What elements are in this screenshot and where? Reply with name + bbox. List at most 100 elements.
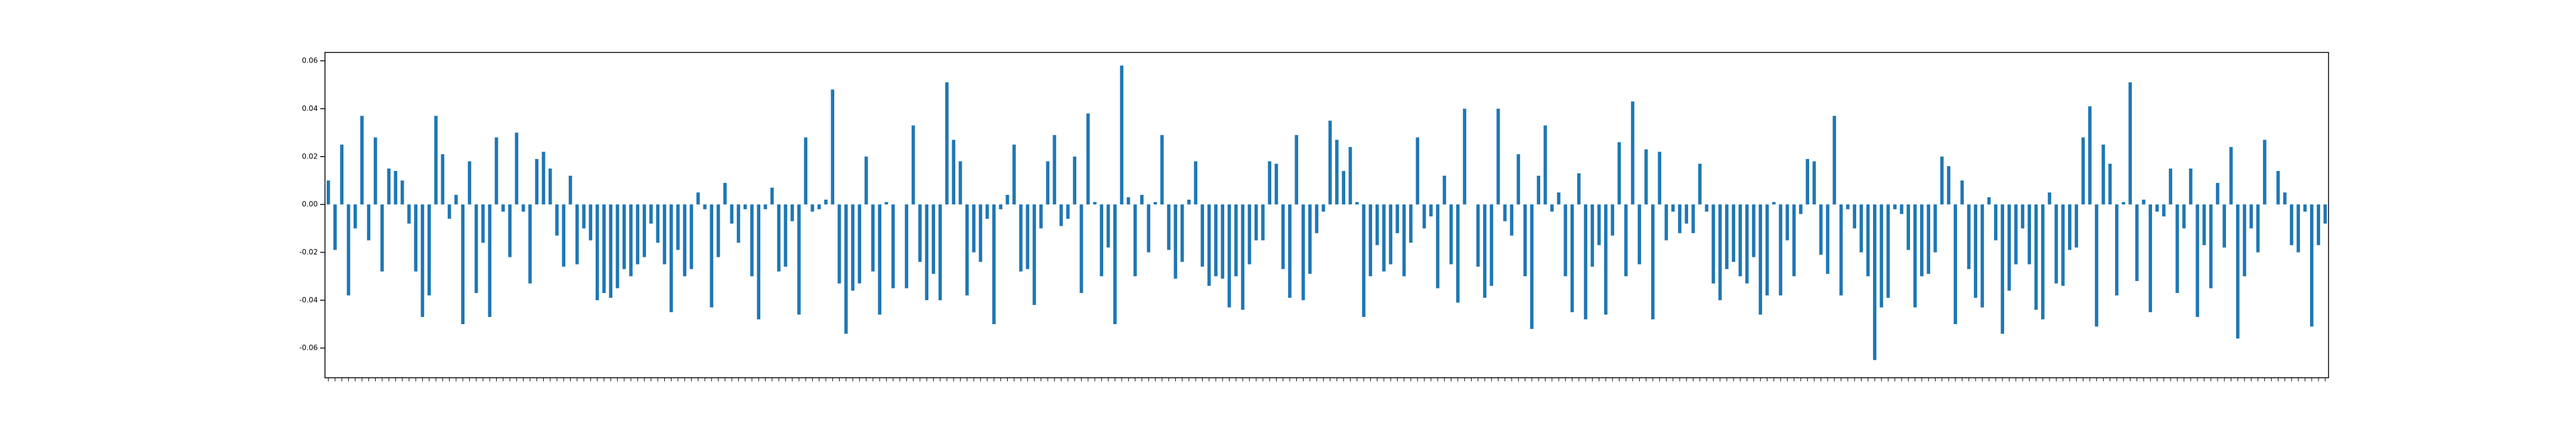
bar (2081, 137, 2085, 205)
bar (703, 204, 707, 210)
bar (528, 204, 532, 284)
bar (1980, 204, 1984, 307)
bar (757, 204, 761, 319)
bar (1933, 204, 1937, 253)
bar (1120, 66, 1123, 205)
bar (326, 180, 330, 205)
bar (1570, 204, 1574, 312)
bar (716, 204, 720, 257)
bar (1490, 204, 1494, 286)
bar (925, 204, 928, 300)
bar (1604, 204, 1608, 315)
bar (999, 204, 1002, 210)
bar (810, 204, 815, 212)
bar (1927, 204, 1930, 274)
bar (1140, 195, 1144, 205)
bar (2209, 204, 2213, 288)
bar (1214, 204, 1218, 276)
bar (2021, 204, 2024, 229)
bar (1685, 204, 1689, 224)
bar (770, 187, 774, 205)
bar (1792, 204, 1796, 276)
bar (481, 204, 485, 243)
bar (1409, 204, 1413, 243)
bar (2027, 204, 2032, 265)
bar (871, 204, 875, 272)
bar (1039, 204, 1043, 229)
bar (804, 137, 807, 205)
bar (642, 204, 646, 257)
bar (2108, 163, 2112, 205)
bar (1160, 135, 1164, 205)
bar (420, 204, 425, 317)
bar (1826, 204, 1829, 274)
bar (1940, 156, 1944, 205)
bar (340, 144, 344, 205)
bar (548, 168, 552, 205)
bar (797, 204, 801, 315)
bar (1967, 204, 1971, 269)
bar (1200, 204, 1205, 267)
bar (1725, 204, 1729, 269)
bar (1974, 204, 1977, 298)
bar (1288, 204, 1292, 298)
bar (736, 204, 741, 243)
bar (662, 204, 667, 265)
bar (1637, 204, 1642, 265)
bar (414, 204, 418, 272)
bar (649, 204, 653, 224)
bar (1476, 204, 1480, 267)
bar (1631, 101, 1634, 205)
bar (595, 204, 599, 300)
bar (1584, 204, 1587, 319)
bar (1510, 204, 1513, 236)
bar (515, 132, 519, 205)
bar (1893, 204, 1897, 210)
bar (1745, 204, 1749, 284)
bar (857, 204, 862, 284)
bar (2075, 204, 2078, 248)
bar (1019, 204, 1023, 272)
bar (1913, 204, 1917, 307)
bar (1779, 204, 1782, 296)
bar (2276, 170, 2280, 205)
bar (1295, 135, 1299, 205)
bar (824, 200, 828, 205)
bar (2142, 200, 2145, 205)
bar (1261, 204, 1265, 241)
bar (346, 204, 351, 296)
bar (2034, 204, 2038, 310)
bar (1093, 202, 1097, 205)
bar (2243, 204, 2246, 276)
bar (965, 204, 969, 296)
bar (1900, 204, 1903, 214)
bar (1597, 204, 1601, 245)
bar (380, 204, 384, 272)
bar (2001, 204, 2004, 334)
bar (1113, 204, 1117, 325)
bar (2263, 139, 2267, 205)
bar (2155, 204, 2159, 212)
bar (2135, 204, 2139, 281)
bar (1268, 161, 1271, 205)
bar (1106, 204, 1110, 248)
bar (2162, 204, 2166, 217)
bar (1698, 163, 1702, 205)
bar (1617, 142, 1621, 205)
bar (683, 204, 687, 276)
bar (609, 204, 613, 298)
bar (1994, 204, 1998, 241)
y-tick-label: 0.02 (302, 152, 318, 160)
bar (1126, 197, 1131, 205)
y-tick-label: 0.04 (302, 104, 318, 113)
bar (622, 204, 626, 269)
bar (360, 116, 364, 205)
bar (461, 204, 465, 325)
bar (1785, 204, 1789, 241)
bar (1052, 135, 1057, 205)
bar (1906, 204, 1911, 250)
bar (1066, 204, 1070, 219)
bar (2041, 204, 2045, 319)
bar (2309, 204, 2314, 327)
bar (1671, 204, 1675, 212)
